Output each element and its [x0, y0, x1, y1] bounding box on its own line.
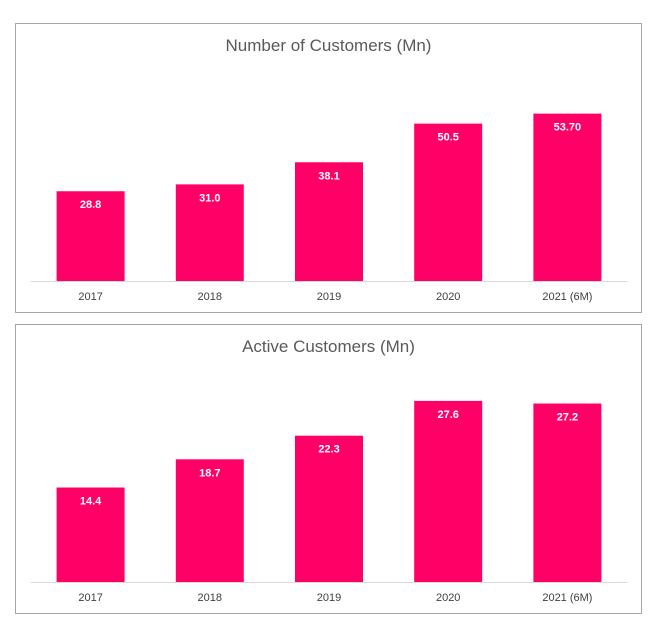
- bar-2020: [414, 123, 483, 281]
- data-label: 22.3: [318, 444, 339, 456]
- data-label: 28.8: [80, 199, 101, 211]
- bar-2018: [175, 459, 244, 582]
- x-tick-label: 2019: [317, 592, 341, 604]
- bar-2017: [56, 191, 125, 281]
- bar-2017: [56, 487, 125, 582]
- x-tick-label: 2017: [78, 592, 102, 604]
- data-label: 31.0: [199, 192, 220, 204]
- x-tick-label: 2020: [436, 592, 460, 604]
- x-tick-label: 2018: [198, 291, 222, 303]
- data-label: 27.2: [557, 412, 578, 424]
- bar-2019: [295, 435, 363, 582]
- bar-2020: [414, 400, 483, 582]
- data-label: 27.6: [437, 409, 458, 421]
- x-tick-label: 2020: [436, 291, 460, 303]
- chart-panel-active-customers: Active Customers (Mn) 14.4 2017 18.7 2018 22…: [15, 324, 642, 614]
- chart-title: Active Customers (Mn): [242, 337, 415, 356]
- bar-chart-active-customers: 14.4 2017 18.7 2018 22.3 2019 27.6 2020 27.2 2021…: [31, 400, 627, 604]
- x-tick-label: 2021 (6M): [542, 592, 592, 604]
- bar-chart-customers: 28.8 2017 31.0 2018 38.1 2019 50.5 2020 53.70 202…: [31, 113, 627, 303]
- bar-2018: [175, 184, 244, 281]
- x-tick-label: 2018: [198, 592, 222, 604]
- chart-panel-customers: Number of Customers (Mn) 28.8 2017 31.0 201…: [15, 23, 642, 313]
- bar-2021-6m-: [533, 113, 602, 281]
- data-label: 53.70: [554, 122, 582, 134]
- data-label: 50.5: [437, 132, 458, 144]
- chart-title: Number of Customers (Mn): [225, 36, 432, 55]
- bar-2019: [295, 162, 363, 281]
- x-tick-label: 2021 (6M): [542, 291, 592, 303]
- data-label: 18.7: [199, 467, 220, 479]
- x-tick-label: 2019: [317, 291, 341, 303]
- bar-2021-6m-: [533, 403, 602, 582]
- data-label: 38.1: [318, 170, 339, 182]
- data-label: 14.4: [80, 496, 102, 508]
- x-tick-label: 2017: [78, 291, 102, 303]
